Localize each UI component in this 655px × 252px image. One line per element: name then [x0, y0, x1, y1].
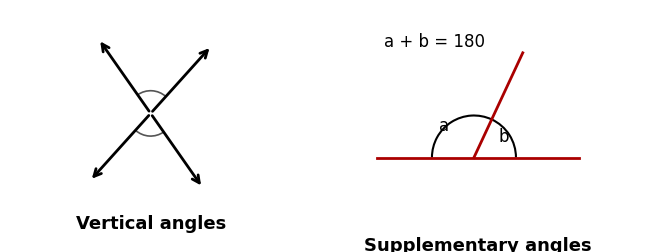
- Text: b: b: [498, 128, 508, 145]
- Text: Vertical angles: Vertical angles: [75, 215, 226, 233]
- Text: Supplementary angles: Supplementary angles: [364, 237, 592, 252]
- Text: a: a: [440, 117, 449, 135]
- Text: a + b = 180: a + b = 180: [384, 33, 485, 51]
